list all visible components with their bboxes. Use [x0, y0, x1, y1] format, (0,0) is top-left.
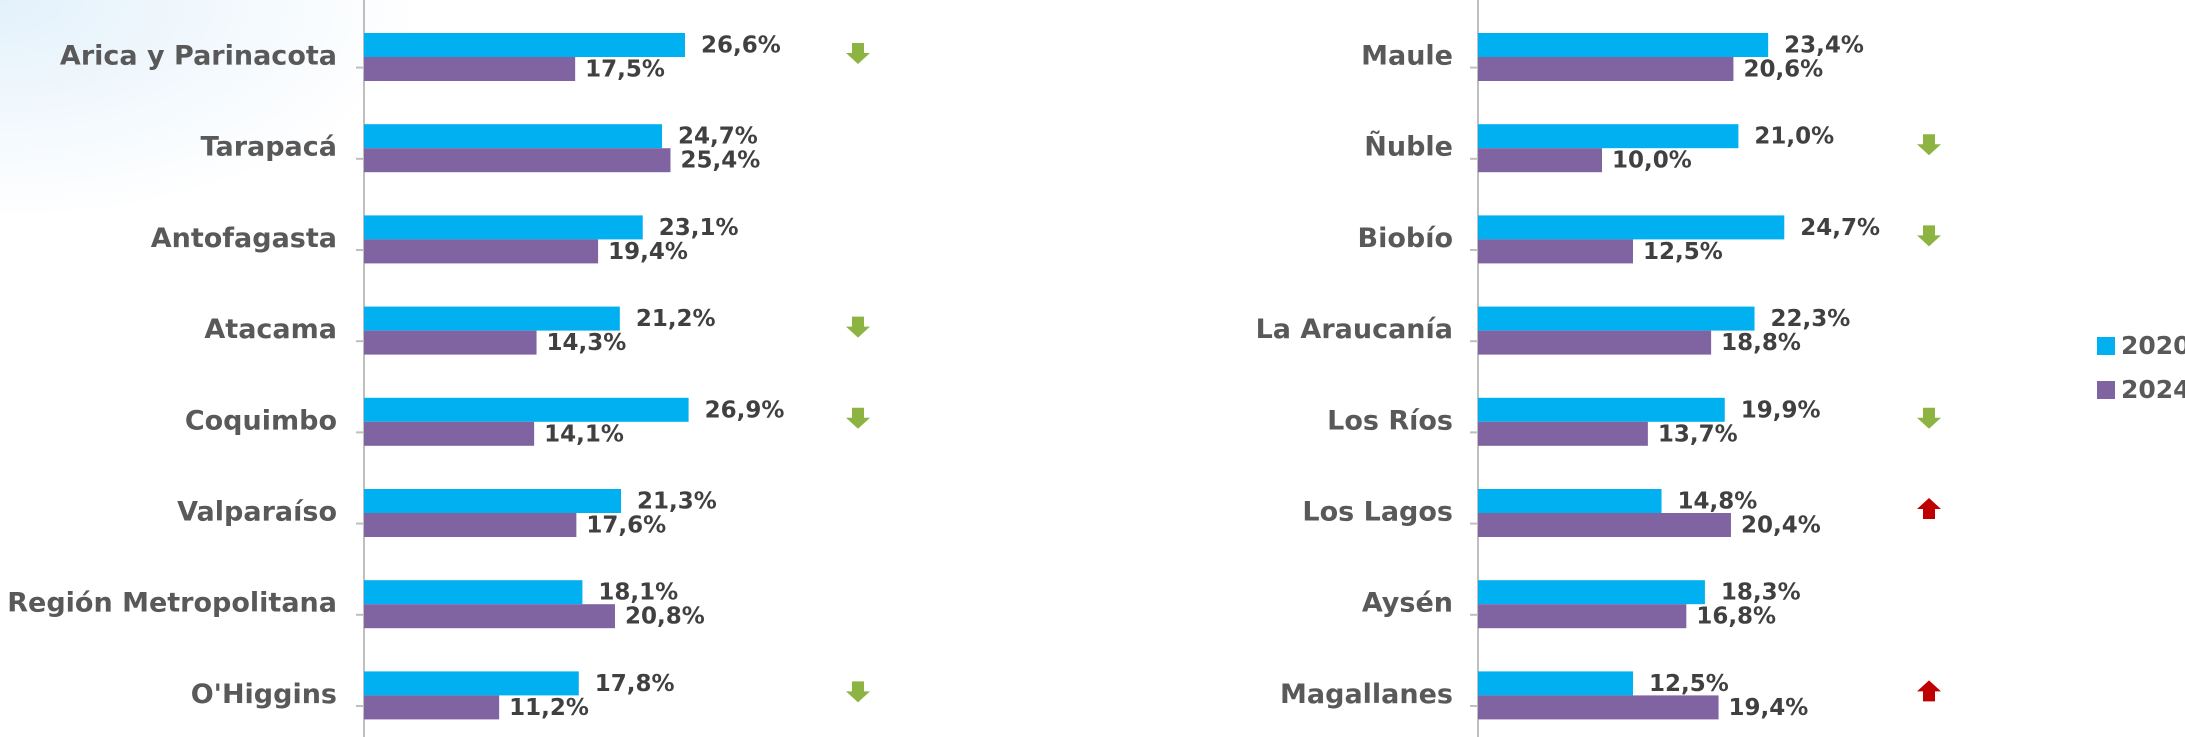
trend-arrow: [846, 407, 870, 429]
category-label: Biobío: [1357, 223, 1453, 254]
value-label: 20,4%: [1741, 513, 1821, 539]
bar: [1478, 124, 1739, 149]
value-label: 14,8%: [1678, 489, 1758, 515]
category-label: Región Metropolitana: [7, 588, 337, 619]
category-label: Coquimbo: [185, 405, 337, 436]
category-label: Antofagasta: [151, 223, 337, 254]
bar: [1478, 215, 1785, 240]
bar: [364, 421, 535, 446]
category-label: Valparaíso: [177, 497, 337, 528]
bar: [1478, 671, 1633, 696]
legend-label: 2024: [2121, 375, 2185, 404]
bar: [364, 215, 643, 240]
bar: [1478, 513, 1731, 537]
value-label: 18,3%: [1721, 580, 1801, 606]
category-label: Maule: [1361, 41, 1453, 72]
category-label: Arica y Parinacota: [60, 41, 337, 72]
bar: [1478, 397, 1725, 422]
value-label: 12,5%: [1649, 671, 1729, 697]
value-label: 13,7%: [1658, 421, 1738, 447]
value-label: 17,5%: [585, 57, 665, 83]
value-label: 24,7%: [678, 124, 758, 150]
value-label: 18,1%: [598, 580, 678, 606]
trend-arrow: [1917, 225, 1941, 247]
bar: [364, 57, 576, 81]
value-label: 17,6%: [586, 513, 666, 539]
bar: [1478, 580, 1705, 605]
value-label: 11,2%: [509, 695, 589, 721]
category-label: Los Lagos: [1302, 497, 1453, 528]
value-label: 21,0%: [1754, 124, 1834, 150]
value-label: 20,8%: [625, 604, 705, 630]
bar: [364, 397, 689, 422]
bar: [1478, 695, 1719, 720]
bar: [1478, 604, 1687, 629]
value-label: 19,4%: [608, 239, 688, 265]
value-label: 21,3%: [637, 489, 717, 515]
category-label: O'Higgins: [191, 679, 337, 710]
value-label: 14,1%: [544, 421, 624, 447]
category-label: Los Ríos: [1327, 405, 1453, 436]
legend-label: 2020: [2121, 331, 2185, 360]
bar: [364, 330, 537, 355]
trend-arrow: [1917, 680, 1941, 702]
bar: [1478, 33, 1769, 57]
trend-arrow: [846, 43, 870, 64]
bar: [364, 124, 663, 149]
bar: [364, 489, 622, 513]
trend-arrow: [1917, 498, 1941, 519]
category-label: La Araucanía: [1256, 314, 1453, 345]
category-label: Magallanes: [1280, 679, 1453, 710]
bar: [1478, 306, 1755, 331]
bar: [1478, 239, 1633, 264]
value-label: 14,3%: [547, 330, 627, 356]
value-label: 10,0%: [1612, 148, 1692, 174]
bar: [364, 33, 685, 57]
value-label: 23,1%: [659, 215, 739, 241]
bar: [364, 513, 577, 537]
value-label: 20,6%: [1743, 57, 1823, 83]
bar: [364, 695, 500, 720]
value-label: 21,2%: [636, 306, 716, 332]
value-label: 22,3%: [1771, 306, 1851, 332]
value-label: 26,6%: [701, 33, 781, 59]
value-label: 12,5%: [1643, 239, 1723, 265]
value-label: 23,4%: [1784, 33, 1864, 59]
bar: [364, 239, 599, 264]
bar: [364, 580, 583, 605]
value-label: 18,8%: [1721, 330, 1801, 356]
bar: [1478, 421, 1648, 446]
category-label: Aysén: [1362, 588, 1453, 619]
value-label: 16,8%: [1696, 604, 1776, 630]
bar: [1478, 148, 1602, 173]
category-label: Tarapacá: [201, 132, 337, 163]
bar: [364, 148, 671, 173]
trend-arrow: [846, 681, 870, 703]
bar: [1478, 57, 1734, 81]
bar: [1478, 489, 1662, 513]
trend-arrow: [1917, 134, 1941, 156]
bar: [364, 306, 620, 331]
legend-swatch: [2097, 381, 2115, 399]
category-label: Atacama: [204, 314, 337, 345]
value-label: 19,9%: [1741, 397, 1821, 423]
trend-arrow: [846, 316, 870, 338]
value-label: 25,4%: [680, 148, 760, 174]
background-glow: [0, 0, 420, 220]
value-label: 26,9%: [705, 397, 785, 423]
trend-arrow: [1917, 407, 1941, 429]
value-label: 24,7%: [1800, 215, 1880, 241]
bar: [364, 671, 579, 696]
legend-swatch: [2097, 337, 2115, 355]
bar: [1478, 330, 1712, 355]
value-label: 19,4%: [1729, 695, 1809, 721]
value-label: 17,8%: [595, 671, 675, 697]
category-label: Ñuble: [1364, 131, 1453, 163]
bar: [364, 604, 615, 629]
